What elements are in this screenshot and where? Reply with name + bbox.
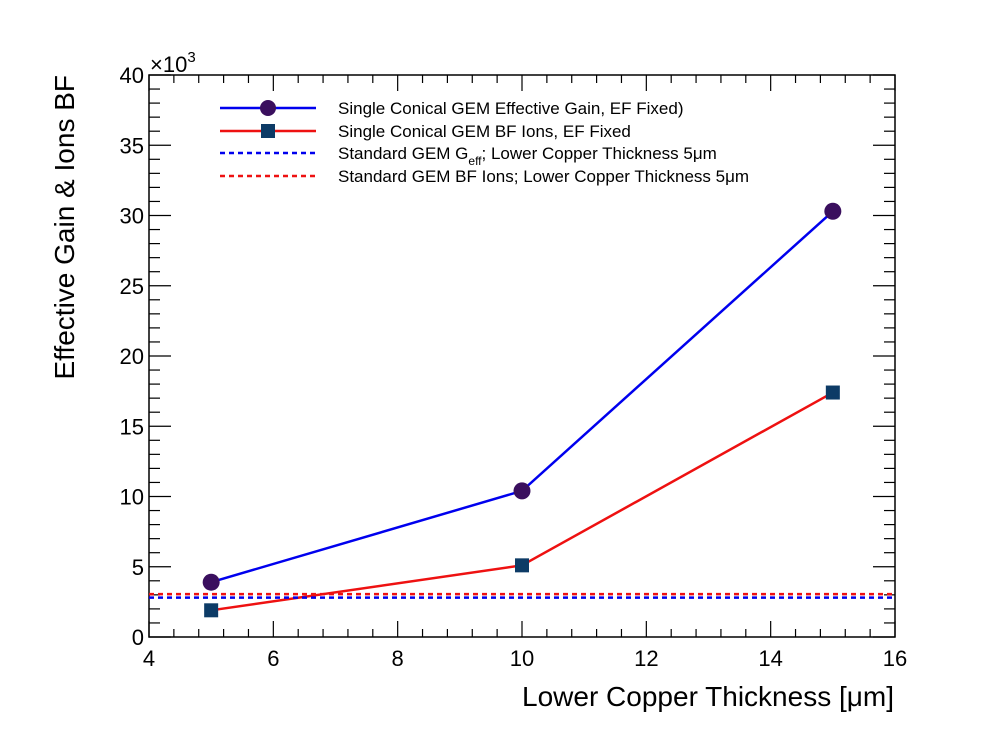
x-tick-label: 14: [758, 646, 782, 671]
x-tick-label: 16: [883, 646, 907, 671]
series-1-point: [515, 558, 529, 573]
y-tick-label: 0: [132, 625, 144, 650]
y-tick-label: 30: [120, 204, 144, 229]
axis-ticks: [148, 74, 896, 638]
legend-entry-bf-ions: Single Conical GEM BF Ions, EF Fixed: [220, 122, 631, 141]
series-0-point: [824, 202, 842, 220]
series-1-point: [825, 385, 840, 400]
legend-entry-standard-bf: Standard GEM BF Ions; Lower Copper Thick…: [220, 167, 749, 186]
x-axis-title: Lower Copper Thickness [μm]: [522, 681, 894, 712]
axis-tick-labels: 4 6 8 10 12 14 16 0 5 10 15 20 25 30 35 40: [120, 63, 908, 671]
series-1-line: [210, 391, 834, 612]
legend-label-standard-geff: Standard GEM Geff; Lower Copper Thicknes…: [338, 144, 717, 168]
series-0-line: [210, 210, 834, 584]
series-1-point: [204, 603, 219, 618]
x-tick-label: 4: [143, 646, 155, 671]
series-0-point: [202, 573, 220, 591]
x-tick-label: 8: [392, 646, 404, 671]
legend: Single Conical GEM Effective Gain, EF Fi…: [220, 99, 749, 186]
legend-entry-effective-gain: Single Conical GEM Effective Gain, EF Fi…: [220, 99, 684, 118]
y-tick-label: 20: [120, 344, 144, 369]
x-tick-label: 12: [634, 646, 658, 671]
y-axis-title: Effective Gain & Ions BF: [49, 75, 80, 380]
legend-entry-standard-geff: Standard GEM Geff; Lower Copper Thicknes…: [220, 144, 717, 168]
series-0-point: [513, 482, 531, 500]
y-tick-label: 40: [120, 63, 144, 88]
legend-label-effective-gain: Single Conical GEM Effective Gain, EF Fi…: [338, 99, 684, 118]
x-tick-label: 6: [267, 646, 279, 671]
y-tick-label: 35: [120, 133, 144, 158]
x-tick-label: 10: [510, 646, 534, 671]
legend-label-bf-ions: Single Conical GEM BF Ions, EF Fixed: [338, 122, 631, 141]
y-tick-label: 15: [120, 414, 144, 439]
y-tick-label: 10: [120, 485, 144, 510]
legend-label-standard-bf: Standard GEM BF Ions; Lower Copper Thick…: [338, 167, 749, 186]
y-tick-label: 5: [132, 555, 144, 580]
y-tick-label: 25: [120, 274, 144, 299]
y-multiplier: ×103: [150, 49, 196, 77]
series-layer: [149, 202, 895, 618]
